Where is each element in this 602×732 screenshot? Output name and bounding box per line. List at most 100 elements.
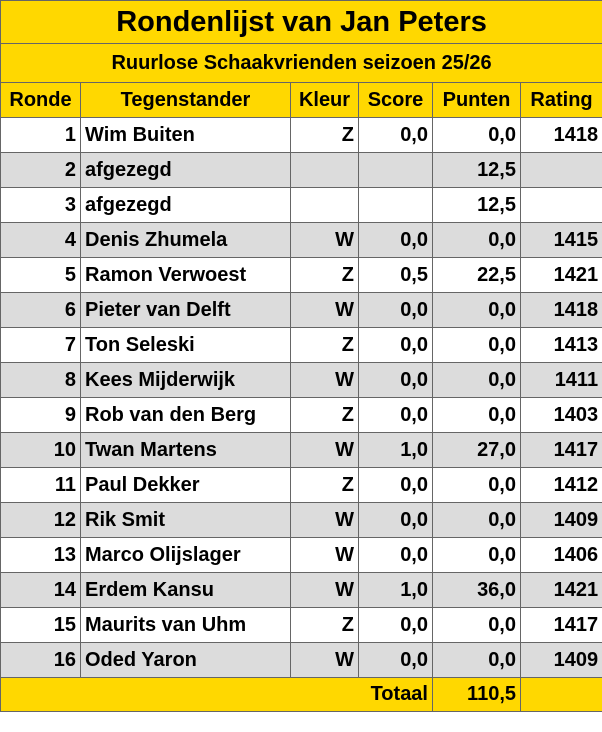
table-cell: 15 [0, 607, 81, 643]
table-cell: 8 [0, 362, 81, 398]
table-cell: 1412 [519, 467, 602, 503]
table-row: 11 Paul Dekker Z 0,0 0,0 1412 [0, 467, 602, 503]
table-row: 15 Maurits van Uhm Z 0,0 0,0 1417 [0, 607, 602, 643]
table-cell: 0,0 [432, 397, 521, 433]
title: Rondenlijst van Jan Peters [0, 0, 602, 44]
table-cell: Kees Mijderwijk [80, 362, 291, 398]
table-cell: 1,0 [358, 572, 433, 608]
table-cell [519, 152, 602, 188]
table-cell: 1415 [519, 222, 602, 258]
table-cell: 0,0 [358, 607, 433, 643]
table-cell: 0,0 [358, 222, 433, 258]
table-cell: 7 [0, 327, 81, 363]
table-cell: Rob van den Berg [80, 397, 291, 433]
table-cell: 0,0 [432, 642, 521, 678]
table-cell: Z [290, 327, 359, 363]
table-cell: W [290, 537, 359, 573]
table-cell: 0,0 [432, 537, 521, 573]
table-cell: Z [290, 397, 359, 433]
table-cell: 1409 [519, 642, 602, 678]
table-cell: 0,0 [358, 397, 433, 433]
table-cell: 1418 [519, 292, 602, 328]
subtitle-row: Ruurlose Schaakvrienden seizoen 25/26 [0, 43, 602, 83]
table-cell: 0,0 [358, 327, 433, 363]
total-value: 110,5 [432, 677, 521, 712]
table-row: 4 Denis Zhumela W 0,0 0,0 1415 [0, 222, 602, 258]
table-cell: 1,0 [358, 432, 433, 468]
table-cell: Denis Zhumela [80, 222, 291, 258]
table-cell: W [290, 502, 359, 538]
table-cell: 1403 [519, 397, 602, 433]
table-cell: 6 [0, 292, 81, 328]
table-cell: Paul Dekker [80, 467, 291, 503]
column-header: Tegenstander [80, 82, 291, 118]
table-cell: Ramon Verwoest [80, 257, 291, 293]
column-header: Kleur [290, 82, 359, 118]
table-cell: Z [290, 117, 359, 153]
table-cell: 1417 [519, 432, 602, 468]
table-cell: 0,0 [432, 117, 521, 153]
column-header: Punten [432, 82, 521, 118]
table-cell: 0,0 [432, 502, 521, 538]
title-row: Rondenlijst van Jan Peters [0, 0, 602, 44]
table-cell: 13 [0, 537, 81, 573]
table-cell: 0,0 [432, 292, 521, 328]
table-cell [358, 187, 433, 223]
table-cell: 0,0 [432, 607, 521, 643]
table-row: 5 Ramon Verwoest Z 0,5 22,5 1421 [0, 257, 602, 293]
table-row: 16 Oded Yaron W 0,0 0,0 1409 [0, 642, 602, 678]
table-cell: 11 [0, 467, 81, 503]
table-cell: 1409 [519, 502, 602, 538]
table-cell: 1406 [519, 537, 602, 573]
table-cell: 0,0 [432, 467, 521, 503]
table-cell: 16 [0, 642, 81, 678]
table-cell: W [290, 642, 359, 678]
table-cell: W [290, 572, 359, 608]
table-row: 7 Ton Seleski Z 0,0 0,0 1413 [0, 327, 602, 363]
table-cell: 0,0 [358, 467, 433, 503]
round-table: Rondenlijst van Jan Peters Ruurlose Scha… [0, 0, 602, 712]
table-body: 1 Wim Buiten Z 0,0 0,0 1418 2 afgezegd 12,5 3 afge… [0, 117, 602, 712]
table-cell: 12 [0, 502, 81, 538]
table-cell: 2 [0, 152, 81, 188]
table-row: 3 afgezegd 12,5 [0, 187, 602, 223]
table-cell: Marco Olijslager [80, 537, 291, 573]
table-cell: 0,0 [358, 292, 433, 328]
table-cell: 1413 [519, 327, 602, 363]
table-cell [290, 187, 359, 223]
table-cell: 36,0 [432, 572, 521, 608]
table-cell: 1 [0, 117, 81, 153]
table-row: 6 Pieter van Delft W 0,0 0,0 1418 [0, 292, 602, 328]
table-cell: Oded Yaron [80, 642, 291, 678]
table-cell: 5 [0, 257, 81, 293]
table-row: 2 afgezegd 12,5 [0, 152, 602, 188]
table-cell: Erdem Kansu [80, 572, 291, 608]
table-row: 9 Rob van den Berg Z 0,0 0,0 1403 [0, 397, 602, 433]
table-cell: Ton Seleski [80, 327, 291, 363]
table-cell: 22,5 [432, 257, 521, 293]
table-cell: 4 [0, 222, 81, 258]
total-label: Totaal [0, 677, 433, 712]
table-cell: 0,0 [358, 502, 433, 538]
table-row: 12 Rik Smit W 0,0 0,0 1409 [0, 502, 602, 538]
table-cell [358, 152, 433, 188]
table-cell: Maurits van Uhm [80, 607, 291, 643]
table-cell: 0,0 [358, 117, 433, 153]
table-cell: 0,0 [358, 642, 433, 678]
table-cell [290, 152, 359, 188]
table-cell: 14 [0, 572, 81, 608]
table-cell: 1417 [519, 607, 602, 643]
table-cell [519, 677, 602, 712]
table-cell [519, 187, 602, 223]
table-cell: W [290, 292, 359, 328]
table-cell: 0,0 [358, 537, 433, 573]
table-cell: 0,5 [358, 257, 433, 293]
table-cell: Rik Smit [80, 502, 291, 538]
subtitle: Ruurlose Schaakvrienden seizoen 25/26 [0, 43, 602, 83]
table-cell: 1421 [519, 257, 602, 293]
table-cell: Z [290, 257, 359, 293]
table-cell: 1418 [519, 117, 602, 153]
table-cell: 12,5 [432, 152, 521, 188]
header-row: Ronde Tegenstander Kleur Score Punten Rating [0, 82, 602, 118]
column-header: Ronde [0, 82, 81, 118]
